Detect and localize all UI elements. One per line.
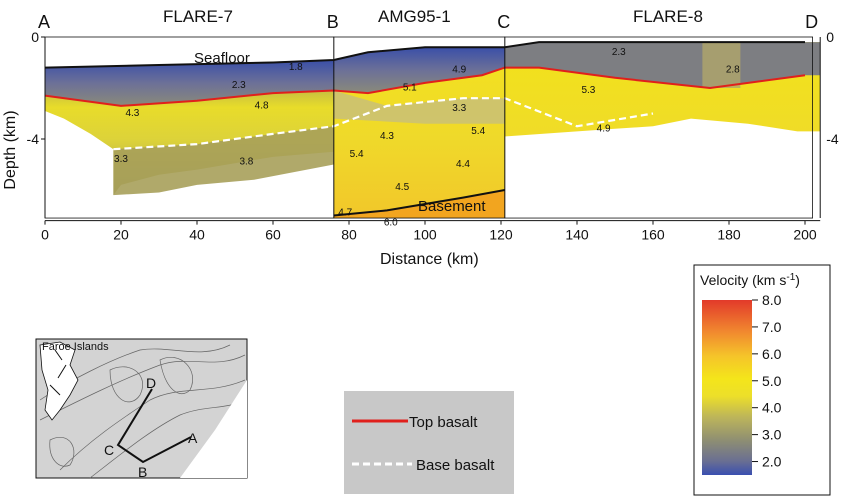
map-label-c: C xyxy=(104,442,114,458)
velocity-label: 2.8 xyxy=(726,65,740,76)
basement-body xyxy=(333,190,505,218)
velocity-label: 4.3 xyxy=(125,108,139,119)
velocity-label: 4.8 xyxy=(255,100,269,111)
x-tick-label: 80 xyxy=(341,227,357,243)
legend-box xyxy=(344,391,514,494)
velocity-label: 2.3 xyxy=(232,80,246,91)
velocity-label: 4.7 xyxy=(338,208,352,219)
seafloor-annotation: Seafloor xyxy=(194,50,250,67)
colorbar-tick-label: 7.0 xyxy=(762,319,782,335)
boundary-lines xyxy=(44,41,806,217)
section-frame-3 xyxy=(504,36,813,219)
velocity-label: 5.4 xyxy=(471,126,485,137)
base-basalt-line xyxy=(113,97,654,151)
x-tick-label: 40 xyxy=(189,227,205,243)
x-tick-label: 200 xyxy=(793,227,817,243)
inset-map: Faroe Islands A B C D xyxy=(35,338,248,480)
velocity-label: 2.3 xyxy=(612,47,626,58)
seafloor-line xyxy=(44,41,805,69)
profile-track xyxy=(116,388,192,464)
basement-top-line xyxy=(333,189,505,217)
velocity-label: 4.4 xyxy=(456,159,470,170)
velocity-label: 4.5 xyxy=(395,182,409,193)
colorbar-title: Velocity (km s-1) xyxy=(700,272,800,288)
colorbar-tick-label: 6.0 xyxy=(762,346,782,362)
y-tick-label: 0 xyxy=(31,29,39,45)
colorbar-tick-label: 4.0 xyxy=(762,400,782,416)
x-tick-label: 180 xyxy=(717,227,741,243)
map-title: Faroe Islands xyxy=(42,341,109,353)
x-tick-label: 120 xyxy=(489,227,513,243)
map-label-b: B xyxy=(138,464,147,480)
x-axis-label: Distance (km) xyxy=(380,251,479,268)
y-tick-label-right: 0 xyxy=(826,29,834,45)
colorbar-tick-label: 2.0 xyxy=(762,454,782,470)
velocity-labels: 1.8 2.3 4.8 4.3 3.3 3.8 4.9 5.1 3.3 4.3 5.4 5.4 4.4 4… xyxy=(114,47,740,229)
velocity-label: 5.1 xyxy=(403,83,417,94)
endpoint-label-c: C xyxy=(497,12,510,32)
amg95-1-water-layer xyxy=(333,47,505,94)
endpoint-label-a: A xyxy=(38,12,50,32)
legend: Top basalt Base basalt xyxy=(344,391,514,494)
map-label-d: D xyxy=(146,375,156,391)
x-tick-label: 140 xyxy=(565,227,589,243)
flare-7-water-layer xyxy=(45,59,334,106)
velocity-label: 4.9 xyxy=(452,65,466,76)
velocity-label: 5.3 xyxy=(581,85,595,96)
y-axis-label: Depth (km) xyxy=(2,110,19,189)
colorbar: Velocity (km s-1) 8.0 7.0 6.0 5.0 4.0 3.0 2.0 xyxy=(693,264,831,496)
velocity-label: 4.3 xyxy=(380,131,394,142)
velocity-label: 4.9 xyxy=(597,123,611,134)
endpoint-labels: A B C D xyxy=(38,12,818,32)
faroe-islands-shape xyxy=(39,341,79,421)
section-title-amg95-1: AMG95-1 xyxy=(378,7,451,26)
x-tick-label: 160 xyxy=(641,227,665,243)
map-label-a: A xyxy=(188,430,198,446)
colorbar-ramp xyxy=(702,300,752,475)
x-tick-label: 100 xyxy=(413,227,437,243)
legend-label-base-basalt: Base basalt xyxy=(416,457,495,474)
section-title-flare-7: FLARE-7 xyxy=(163,7,233,26)
legend-label-top-basalt: Top basalt xyxy=(409,414,478,431)
axes: 0 20 40 60 80 100 120 140 160 180 200 0 0 -4 -4 xyxy=(27,29,839,243)
flare-8-water-layer xyxy=(504,42,821,88)
velocity-label: 3.8 xyxy=(239,157,253,168)
velocity-label: 1.8 xyxy=(289,62,303,73)
y-tick-label-right: -4 xyxy=(826,131,839,147)
colorbar-tick-label: 5.0 xyxy=(762,373,782,389)
basement-annotation: Basement xyxy=(418,198,486,215)
flare-8-anomaly xyxy=(702,42,741,88)
velocity-label: 3.3 xyxy=(114,154,128,165)
velocity-label: 3.3 xyxy=(452,103,466,114)
top-basalt-line xyxy=(44,66,806,107)
section-title-flare-8: FLARE-8 xyxy=(633,7,703,26)
colorbar-ticks: 8.0 7.0 6.0 5.0 4.0 3.0 2.0 xyxy=(752,292,782,470)
endpoint-label-d: D xyxy=(805,12,818,32)
x-tick-label: 60 xyxy=(265,227,281,243)
flare-7-lower-body xyxy=(113,126,334,196)
x-tick-label: 0 xyxy=(41,227,49,243)
colorbar-tick-label: 3.0 xyxy=(762,427,782,443)
endpoint-label-b: B xyxy=(327,12,339,32)
x-tick-label: 20 xyxy=(113,227,129,243)
y-tick-label: -4 xyxy=(27,131,40,147)
colorbar-tick-label: 8.0 xyxy=(762,292,782,308)
map-white-area xyxy=(180,380,247,478)
velocity-label: 6.0 xyxy=(384,218,398,229)
velocity-label: 5.4 xyxy=(350,149,364,160)
